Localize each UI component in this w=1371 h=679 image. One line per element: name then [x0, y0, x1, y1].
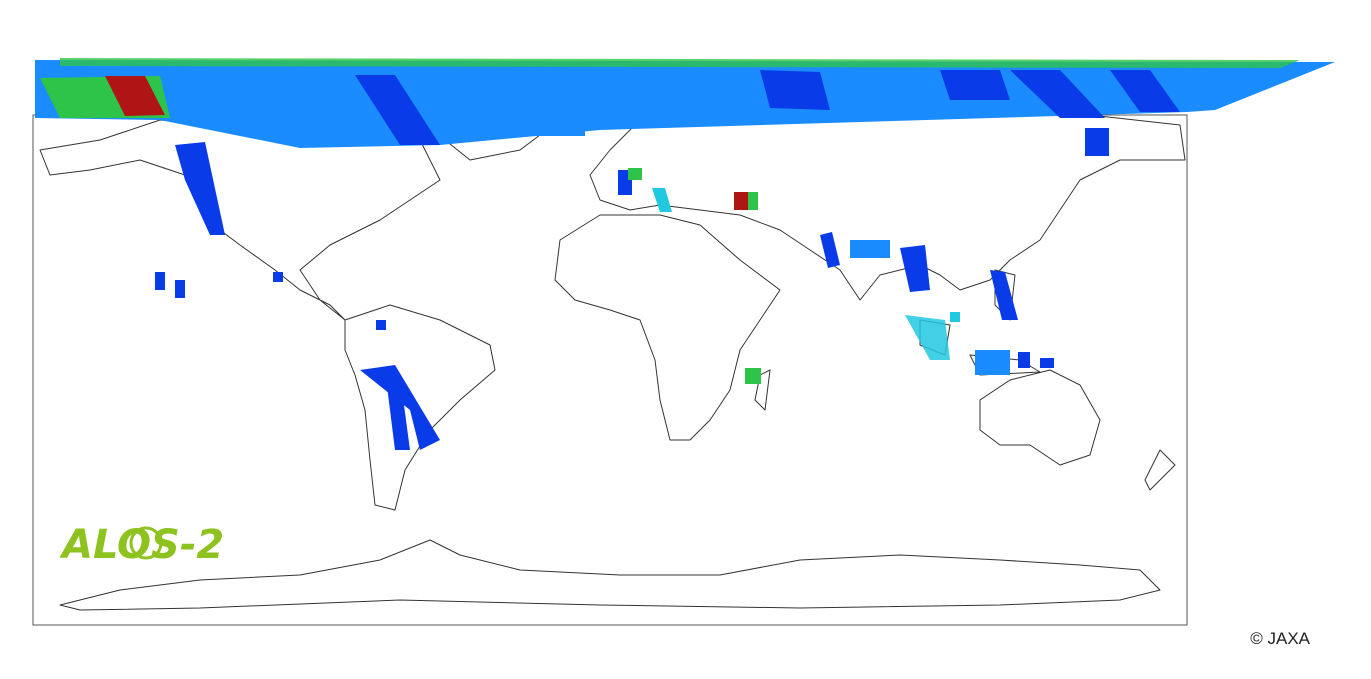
swath-red — [105, 76, 165, 116]
madagascar — [754, 369, 771, 411]
swath-dark — [1010, 70, 1105, 118]
swath-dark — [1040, 358, 1054, 368]
swath-dark — [760, 70, 830, 110]
swath-cyan — [652, 188, 672, 212]
swath-dark — [360, 365, 440, 450]
australia — [979, 369, 1101, 466]
swath-dark — [1018, 352, 1030, 368]
swath-dark — [376, 320, 386, 330]
swath-dark — [820, 232, 840, 268]
antarctica — [59, 539, 1161, 611]
swath-dark — [273, 272, 283, 282]
swath-light — [515, 118, 585, 136]
swath-green — [748, 192, 758, 210]
swath-green — [628, 168, 642, 180]
swath-dark — [175, 280, 185, 298]
credit: © JAXA — [1250, 629, 1310, 648]
swath-light — [975, 350, 1010, 375]
swath-band — [60, 58, 1300, 68]
new-zealand — [1144, 449, 1176, 491]
logo-orbit — [129, 526, 163, 560]
swath-red — [734, 192, 750, 210]
swath-dark — [900, 245, 930, 292]
swath-dark — [175, 142, 225, 235]
swath-dark — [1085, 128, 1109, 156]
africa — [554, 214, 781, 441]
swath-light — [850, 240, 890, 258]
swath-dark — [155, 272, 165, 290]
swath-dark — [355, 75, 440, 145]
swath-dark — [1110, 70, 1180, 112]
coverage-swaths — [35, 58, 1335, 450]
logo: ALOS-2 — [59, 522, 224, 568]
swath-dark — [990, 270, 1018, 320]
swath-green — [745, 368, 761, 384]
swath-dark — [940, 70, 1010, 100]
swath-cyan — [950, 312, 960, 322]
swath-cyan — [905, 315, 950, 360]
logo-text: ALOS-2 — [59, 522, 224, 568]
